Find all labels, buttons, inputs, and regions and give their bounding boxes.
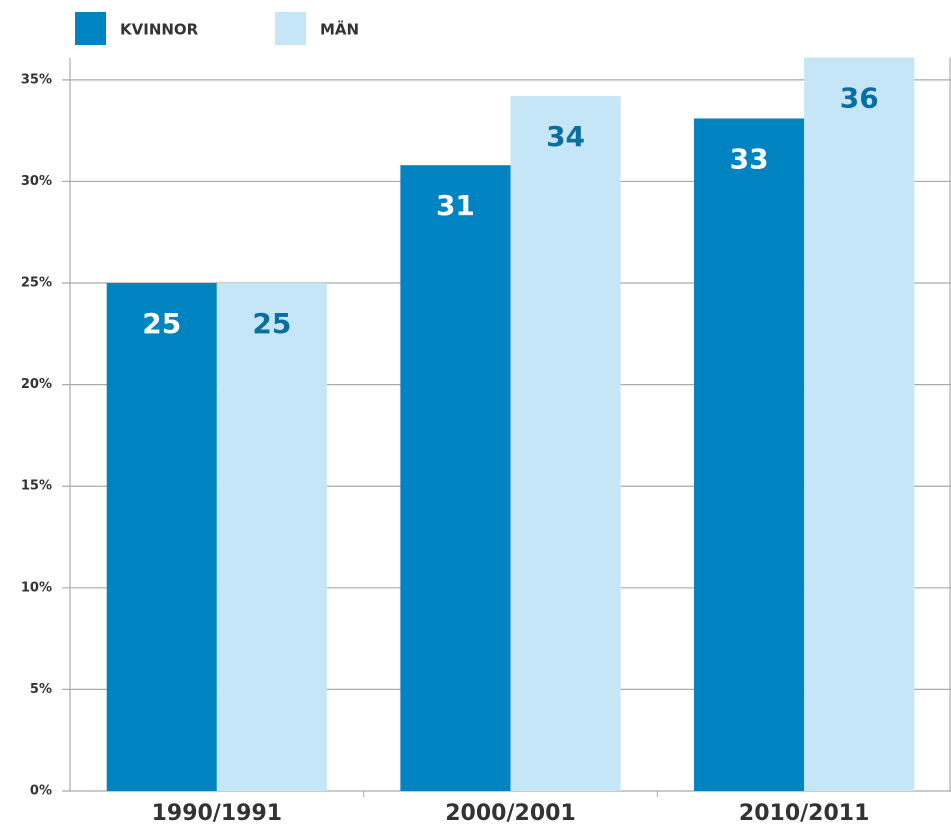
value-label: 33 bbox=[730, 142, 769, 175]
value-label: 25 bbox=[142, 307, 181, 340]
value-label: 25 bbox=[252, 307, 291, 340]
value-label: 31 bbox=[436, 189, 475, 222]
legend-swatch bbox=[75, 12, 106, 45]
bar bbox=[400, 165, 511, 792]
x-tick-label: 2010/2011 bbox=[739, 801, 870, 826]
bar bbox=[510, 96, 621, 791]
bar bbox=[694, 118, 805, 791]
value-label: 34 bbox=[546, 120, 585, 153]
legend-swatch bbox=[275, 12, 306, 45]
y-tick-label: 15% bbox=[21, 479, 52, 494]
x-tick-label: 2000/2001 bbox=[445, 801, 576, 826]
bar bbox=[804, 57, 915, 791]
y-tick-label: 30% bbox=[21, 174, 52, 189]
y-tick-label: 0% bbox=[30, 784, 52, 799]
y-tick-label: 10% bbox=[21, 580, 52, 595]
bar bbox=[216, 283, 327, 791]
y-tick-label: 20% bbox=[21, 377, 52, 392]
legend-label: MÄN bbox=[320, 20, 359, 39]
y-tick-label: 25% bbox=[21, 276, 52, 291]
legend-label: KVINNOR bbox=[120, 21, 199, 39]
y-tick-label: 35% bbox=[21, 72, 52, 87]
x-tick-label: 1990/1991 bbox=[152, 801, 283, 826]
y-tick-label: 5% bbox=[30, 682, 52, 697]
value-label: 36 bbox=[840, 82, 879, 115]
bar bbox=[106, 283, 217, 791]
